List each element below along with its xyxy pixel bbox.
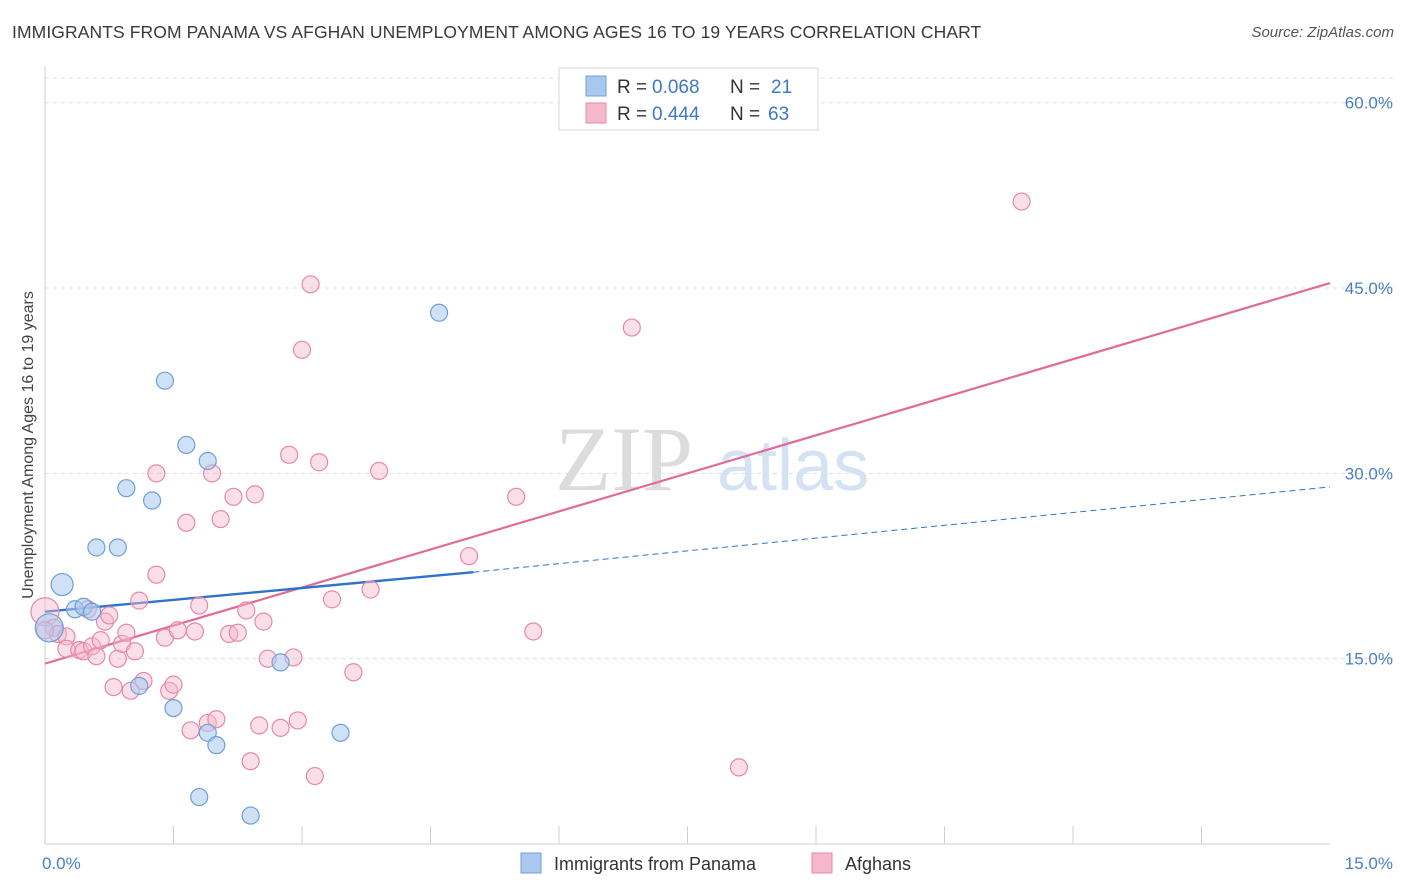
legend-r-value: 0.068 <box>652 77 700 98</box>
chart-title: IMMIGRANTS FROM PANAMA VS AFGHAN UNEMPLO… <box>12 22 982 42</box>
panama-point <box>142 491 162 510</box>
trend-lines <box>44 282 1331 665</box>
x-tick-label: 0.0% <box>42 854 81 873</box>
watermark: atlas <box>717 426 869 506</box>
series-swatch-blue <box>520 852 542 874</box>
panama-point <box>164 698 183 718</box>
watermark: ZIP <box>555 408 693 510</box>
panama-point <box>190 787 209 807</box>
series-swatch-pink <box>811 852 833 874</box>
afghans-point <box>344 663 363 682</box>
panama-trend-line <box>44 570 474 613</box>
afghans-point <box>1012 192 1031 211</box>
afghans-point <box>224 487 243 506</box>
series-label-panama: Immigrants from Panama <box>554 854 757 874</box>
afghans-point <box>622 318 641 337</box>
legend-r-value: 0.444 <box>652 104 700 125</box>
afghans-point <box>130 591 149 610</box>
panama-point <box>117 479 136 498</box>
afghans-point <box>322 590 342 609</box>
panama-point <box>108 538 127 557</box>
panama-point <box>198 723 217 742</box>
y-axis-label: Unemployment Among Ages 16 to 19 years <box>20 291 37 599</box>
afghans-point <box>459 547 479 566</box>
panama-point <box>130 676 149 695</box>
legend-swatch-blue <box>585 75 607 97</box>
afghans-point <box>305 766 324 786</box>
afghans-point <box>361 580 380 599</box>
legend-r-label: R = <box>617 104 647 125</box>
y-tick-label: 30.0% <box>1345 464 1393 483</box>
afghans-point <box>108 649 127 668</box>
legend: R = 0.068 N = 21 R = 0.444 N = 63 <box>558 67 819 131</box>
afghans-point <box>147 464 166 483</box>
panama-point <box>331 723 350 742</box>
afghans-point <box>524 622 543 641</box>
panama-point <box>34 613 64 643</box>
legend-r-label: R = <box>617 77 647 98</box>
afghans-point <box>254 612 273 631</box>
panama-trend-extension <box>473 486 1331 573</box>
panama-point <box>155 371 175 390</box>
afghans-point <box>211 509 230 529</box>
afghans-point <box>280 445 299 464</box>
afghans-point <box>301 275 320 294</box>
afghans-point <box>271 718 290 737</box>
y-tick-label: 45.0% <box>1345 279 1393 298</box>
afghans-point <box>185 622 205 641</box>
afghans-point <box>729 758 749 777</box>
afghans-point <box>370 461 389 480</box>
afghans-point <box>250 716 269 735</box>
afghans-point <box>237 601 256 620</box>
afghans-point <box>164 675 183 694</box>
panama-point <box>207 736 226 755</box>
panama-point <box>271 653 290 672</box>
legend-n-value: 63 <box>768 104 789 125</box>
afghans-point <box>181 721 200 740</box>
afghans-point <box>190 596 209 615</box>
panama-point <box>87 538 106 557</box>
afghans-point <box>104 677 123 697</box>
afghans-trend-line <box>44 282 1331 665</box>
data-points <box>30 192 1031 825</box>
afghans-point <box>91 631 110 650</box>
panama-point <box>177 435 196 455</box>
panama-point <box>83 602 102 621</box>
afghans-point <box>207 710 226 729</box>
tick-labels: 15.0% 30.0% 45.0% 60.0% 0.0% 15.0% <box>42 94 1393 873</box>
axes <box>44 66 1330 845</box>
series-label-afghans: Afghans <box>845 854 911 874</box>
afghans-point <box>125 642 145 661</box>
afghans-point <box>245 485 264 504</box>
afghans-point <box>147 565 166 584</box>
gridlines <box>45 77 1395 660</box>
legend-swatch-pink <box>585 102 607 124</box>
afghans-point <box>507 487 526 506</box>
legend-n-label: N = <box>730 104 760 125</box>
x-tick-label: 15.0% <box>1345 854 1393 873</box>
afghans-point <box>228 623 247 642</box>
panama-point <box>429 303 449 322</box>
afghans-point <box>288 711 307 730</box>
afghans-point <box>177 513 196 532</box>
legend-n-label: N = <box>730 77 760 98</box>
panama-point <box>50 572 74 597</box>
afghans-point <box>292 340 312 359</box>
source-attribution: Source: ZipAtlas.com <box>1251 24 1394 41</box>
legend-n-value: 21 <box>771 77 792 98</box>
panama-point <box>198 451 217 471</box>
y-tick-label: 15.0% <box>1345 650 1393 669</box>
panama-point <box>241 806 260 825</box>
afghans-point <box>117 623 136 642</box>
afghans-point <box>100 606 119 625</box>
afghans-point <box>87 647 106 666</box>
y-tick-label: 60.0% <box>1345 94 1393 113</box>
series-legend: Immigrants from Panama Afghans <box>520 852 911 874</box>
afghans-point <box>168 621 187 640</box>
afghans-point <box>310 453 329 472</box>
afghans-point <box>241 752 260 771</box>
